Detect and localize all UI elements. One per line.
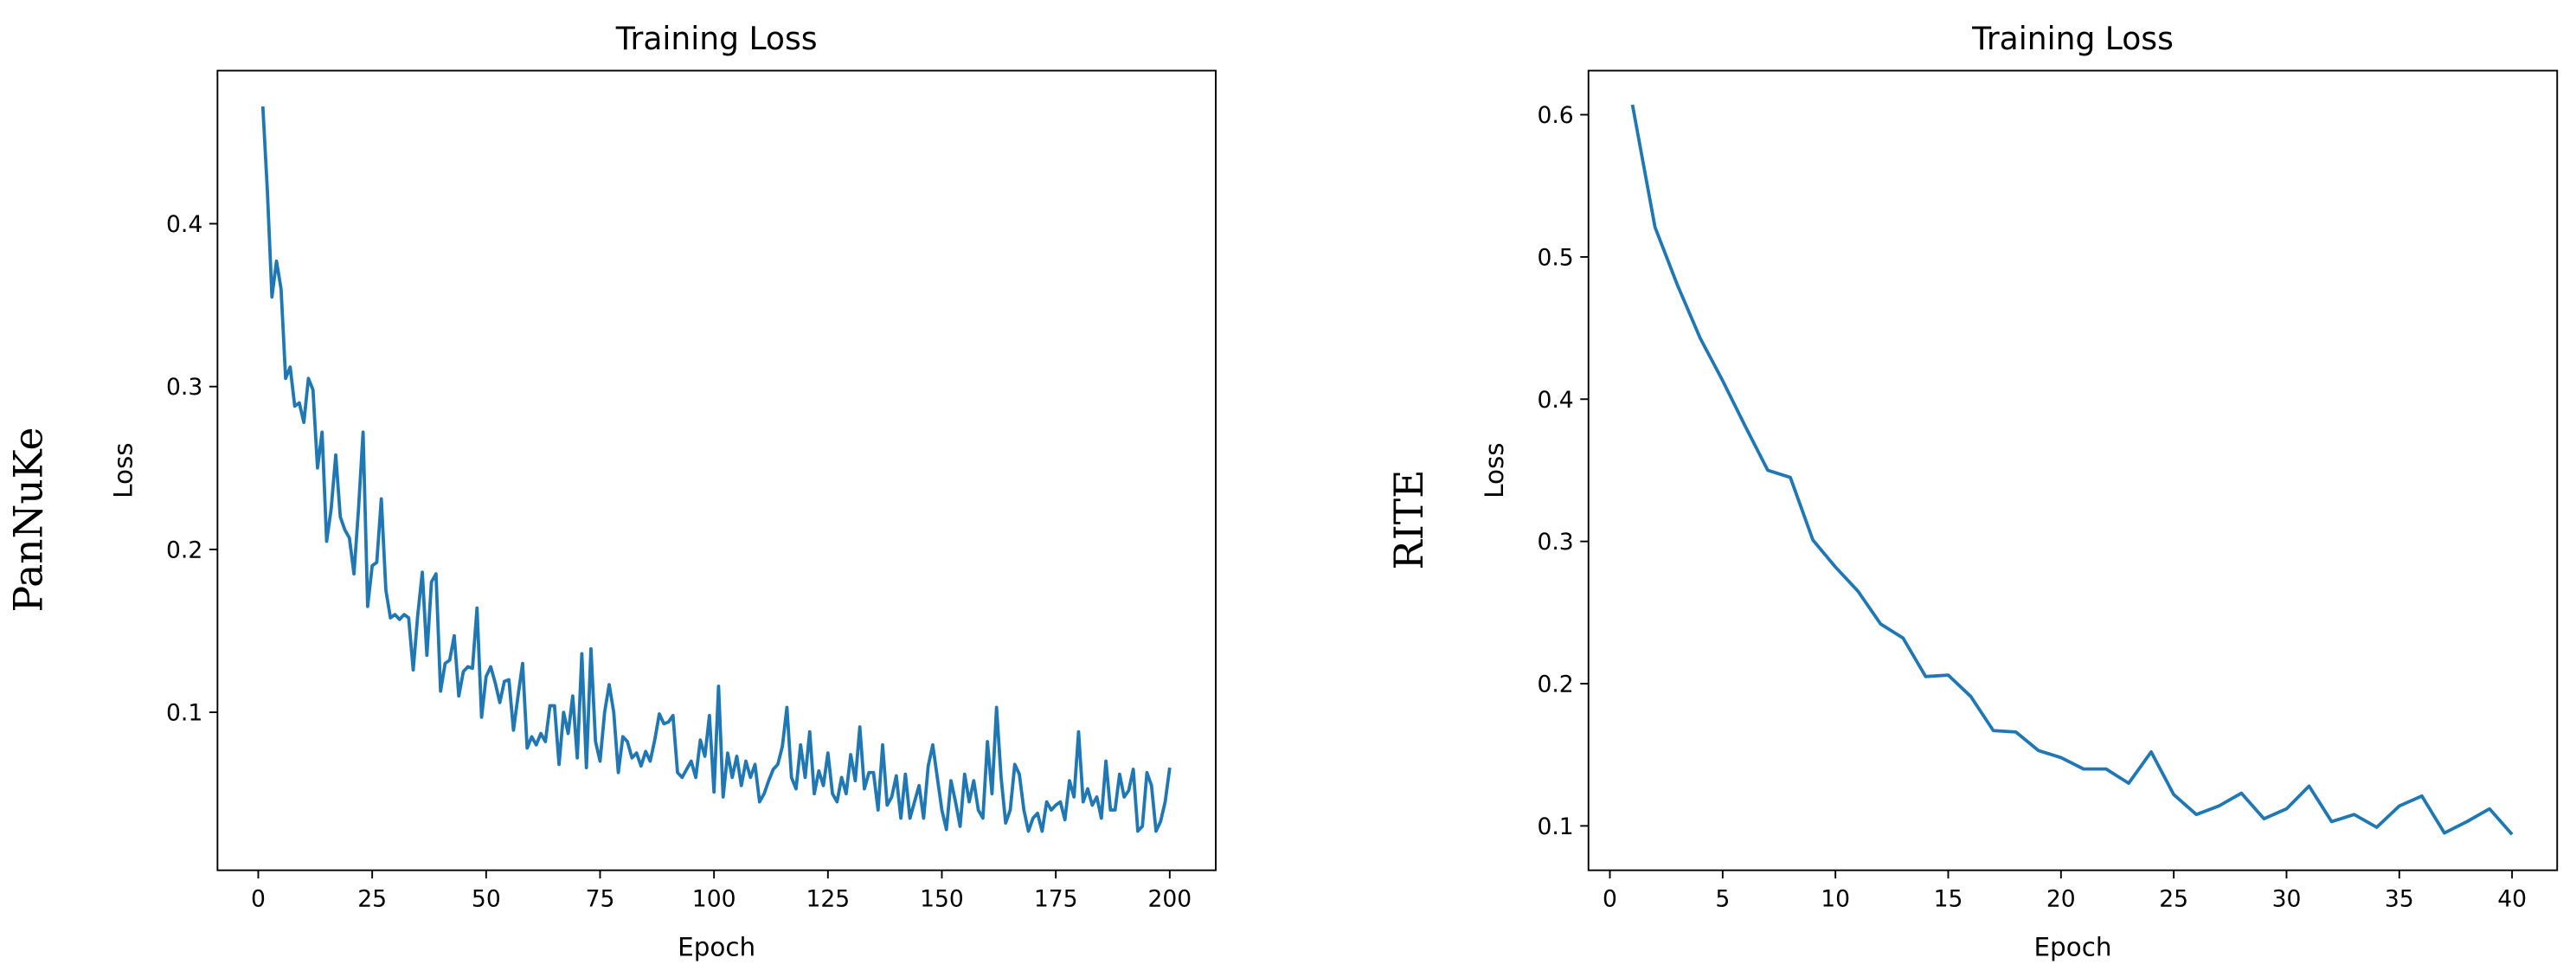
plot-frame — [216, 69, 1217, 871]
x-tick-label: 200 — [1147, 885, 1192, 912]
loss-line — [1630, 104, 2514, 836]
side-label: PanNuKe — [5, 427, 51, 613]
y-tick-label: 0.3 — [1537, 529, 1573, 556]
x-tick-label: 25 — [357, 885, 387, 912]
x-tick-label: 100 — [692, 885, 736, 912]
side-label: RITE — [1386, 470, 1432, 570]
loss-line — [260, 106, 1172, 833]
chart-title: Training Loss — [615, 21, 818, 57]
y-axis-label: Loss — [109, 442, 138, 498]
x-tick-label: 5 — [1715, 885, 1730, 912]
x-tick-label: 50 — [472, 885, 501, 912]
y-tick-label: 0.3 — [166, 374, 202, 401]
y-axis-label: Loss — [1480, 442, 1509, 498]
x-tick-label: 35 — [2385, 885, 2414, 912]
y-tick-label: 0.4 — [1537, 387, 1573, 414]
x-tick-label: 175 — [1034, 885, 1078, 912]
x-tick-label: 25 — [2159, 885, 2188, 912]
y-tick-label: 0.2 — [166, 537, 202, 563]
y-tick-label: 0.2 — [1537, 672, 1573, 698]
x-tick-label: 30 — [2272, 885, 2302, 912]
x-tick-label: 150 — [920, 885, 964, 912]
x-axis-label: Epoch — [2033, 932, 2111, 961]
y-tick-label: 0.1 — [166, 700, 202, 727]
x-tick-label: 0 — [1603, 885, 1617, 912]
y-tick-label: 0.6 — [1537, 102, 1573, 129]
y-tick-label: 0.1 — [1537, 813, 1573, 840]
x-tick-label: 10 — [1821, 885, 1850, 912]
plot-frame — [1587, 69, 2559, 871]
x-tick-label: 15 — [1934, 885, 1963, 912]
x-tick-label: 20 — [2046, 885, 2076, 912]
x-tick-label: 125 — [806, 885, 850, 912]
y-tick-label: 0.5 — [1537, 244, 1573, 271]
chart-title: Training Loss — [1971, 21, 2174, 57]
x-tick-label: 40 — [2497, 885, 2527, 912]
x-axis-label: Epoch — [678, 932, 755, 961]
x-tick-label: 0 — [251, 885, 266, 912]
y-tick-label: 0.4 — [166, 211, 202, 238]
x-tick-label: 75 — [586, 885, 615, 912]
